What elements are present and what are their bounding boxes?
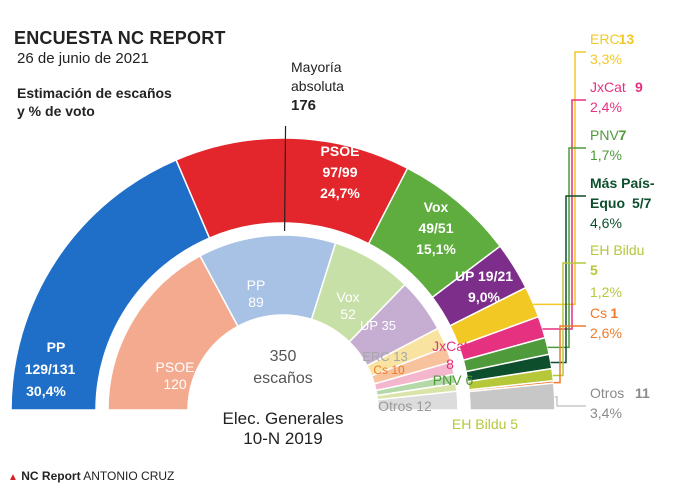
inner-label-up-0: UP 35: [360, 318, 396, 333]
callout-seats-m-s-pa-s-equo: 5/7: [632, 195, 652, 211]
inner-label-erc-0: ERC 13: [362, 349, 408, 364]
callout-name-m-s-pa-s-equo-b: Equo: [590, 195, 625, 211]
outer-label-pp-2: 30,4%: [26, 383, 66, 399]
callout-pct-otros: 3,4%: [590, 405, 622, 421]
callout-name-m-s-pa-s-equo-a: Más País-: [590, 175, 655, 191]
callout-seats-jxcat: 9: [635, 79, 643, 95]
callout-pct-pnv: 1,7%: [590, 147, 622, 163]
outer-label-up-0: UP 19/21: [455, 268, 513, 284]
chart-subtitle: Estimación de escaños y % de voto: [17, 84, 227, 120]
outer-arc-otros: [468, 382, 556, 411]
callout-seats-erc: 13: [619, 31, 635, 47]
outer-label-pp-0: PP: [47, 339, 66, 355]
callout-pct-jxcat: 2,4%: [590, 99, 622, 115]
callout-line-erc: [533, 51, 586, 306]
inner-label-psoe-0: PSOE: [156, 359, 195, 375]
callout-seats-cs: 1: [610, 305, 618, 321]
chart-date: 26 de junio de 2021: [17, 50, 149, 67]
inner-label-eh-bildu-0: EH Bildu 5: [452, 416, 518, 432]
callout-line-eh-bildu: [552, 262, 586, 377]
callout-line-pnv: [547, 147, 586, 349]
outer-label-psoe-2: 24,7%: [320, 185, 360, 201]
center-total-label: escaños: [253, 370, 313, 387]
callout-pct-eh-bildu: 1,2%: [590, 284, 622, 300]
inner-title-line1: Elec. Generales: [223, 409, 344, 428]
callout-pct-erc: 3,3%: [590, 51, 622, 67]
inner-label-pp-1: 89: [248, 294, 264, 310]
callout-name-otros: Otros: [590, 385, 624, 401]
subtitle-line2: y % de voto: [17, 103, 95, 119]
inner-label-otros-0: Otros 12: [378, 398, 432, 414]
footer-author: ANTONIO CRUZ: [83, 469, 175, 483]
callout-seats-pnv: 7: [619, 127, 627, 143]
callout-seats-otros: 11: [635, 385, 650, 401]
inner-label-cs-0: Cs 10: [373, 363, 405, 377]
callout-line-jxcat: [542, 99, 586, 330]
callout-name-cs: Cs: [590, 305, 607, 321]
majority-label: Mayoría absoluta 176: [291, 58, 344, 115]
callout-name-jxcat: JxCat: [590, 79, 626, 95]
majority-line: [284, 126, 287, 232]
inner-label-pp-0: PP: [247, 277, 266, 293]
inner-label-pnv-0: PNV 6: [433, 372, 474, 388]
inner-arc-otros: [376, 390, 459, 411]
outer-label-vox-1: 49/51: [418, 220, 453, 236]
inner-label-psoe-1: 120: [163, 376, 187, 392]
outer-label-psoe-0: PSOE: [321, 143, 360, 159]
chart-title: ENCUESTA NC REPORT: [14, 28, 226, 48]
callout-line-otros: [554, 396, 586, 407]
outer-label-vox-0: Vox: [424, 199, 449, 215]
callout-line-cs: [553, 325, 586, 384]
center-total-number: 350: [270, 348, 297, 365]
outer-label-pp-1: 129/131: [25, 361, 76, 377]
callout-name-eh-bildu: EH Bildu: [590, 242, 644, 258]
inner-label-jxcat-0: JxCat: [432, 338, 468, 354]
footer-brand: NC Report: [21, 469, 81, 483]
callout-pct-m-s-pa-s-equo: 4,6%: [590, 215, 622, 231]
inner-label-vox-1: 52: [340, 306, 356, 322]
footer: ▲ NC Report ANTONIO CRUZ: [8, 469, 174, 483]
callout-line-m-s-pa-s-equo: [550, 195, 586, 364]
majority-line1: Mayoría: [291, 59, 342, 75]
inner-label-vox-0: Vox: [336, 289, 359, 305]
inner-arc-psoe: [107, 254, 239, 411]
triangle-icon: ▲: [8, 472, 18, 483]
inner-title-line2: 10-N 2019: [243, 429, 322, 448]
outer-label-vox-2: 15,1%: [416, 241, 456, 257]
callout-name-pnv: PNV: [590, 127, 619, 143]
callout-seats-eh-bildu: 5: [590, 262, 598, 278]
callout-name-erc: ERC: [590, 31, 620, 47]
outer-label-psoe-1: 97/99: [322, 164, 357, 180]
subtitle-line1: Estimación de escaños: [17, 85, 172, 101]
inner-label-jxcat-1: 8: [446, 356, 454, 372]
majority-line2: absoluta: [291, 78, 344, 94]
callout-pct-cs: 2,6%: [590, 325, 622, 341]
outer-label-up-1: 9,0%: [468, 289, 500, 305]
outer-arc-psoe: [175, 137, 409, 245]
majority-value: 176: [291, 97, 317, 114]
